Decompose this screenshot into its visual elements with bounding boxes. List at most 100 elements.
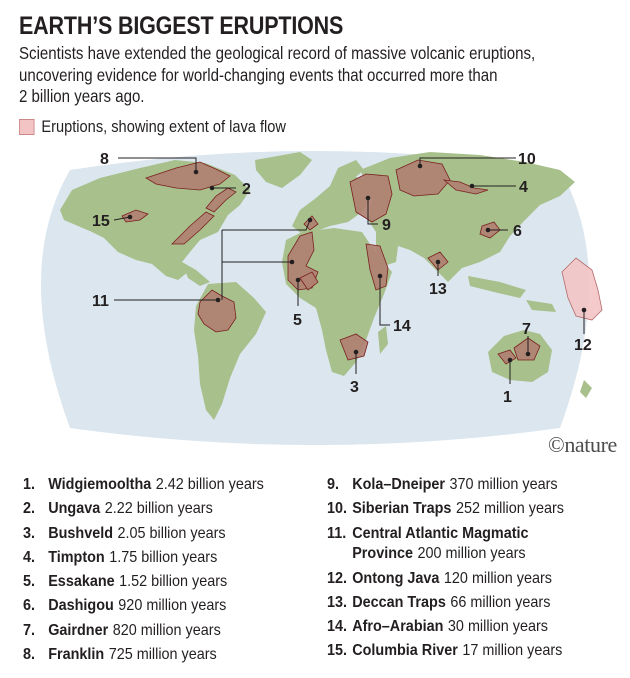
item-text: Central Atlantic Magmatic Province 200 mi… — [352, 524, 528, 564]
list-item: 11. Central Atlantic Magmatic Province 20… — [327, 524, 564, 564]
item-number: 9. — [327, 476, 340, 493]
list-item: 12. Ontong Java 120 million years — [327, 567, 564, 591]
item-age: 920 million years — [118, 597, 227, 615]
subtitle-line: Scientists have extended the geological … — [19, 43, 536, 63]
map-label-11: 11 — [92, 293, 109, 310]
list-item: 8. Franklin 725 million years — [23, 643, 264, 667]
africa — [282, 228, 392, 376]
item-number: 14. — [327, 618, 348, 636]
eruption-timpton — [442, 179, 489, 195]
item-name: Gairdner — [48, 621, 109, 639]
page-title: EARTH’S BIGGEST ERUPTIONS — [19, 12, 344, 40]
world-map: 1 2 3 4 5 6 7 8 9 10 11 12 13 14 15 — [41, 151, 603, 445]
subtitle-line: 2 billion years ago. — [19, 86, 145, 106]
item-name: Kola–Dneiper — [352, 476, 446, 493]
item-age: 1.52 billion years — [119, 573, 228, 591]
eruption-kola-dneiper — [349, 173, 393, 223]
item-name: Ungava — [48, 500, 101, 518]
item-number: 12. — [327, 569, 348, 587]
map-labels: 1 2 3 4 5 6 7 8 9 10 11 12 13 14 15 — [92, 151, 592, 406]
item-name: Ontong Java — [352, 569, 440, 587]
north-america — [60, 160, 250, 280]
list-item: 10. Siberian Traps 252 million years — [327, 497, 564, 521]
greenland — [255, 152, 312, 188]
item-name: Widgiemooltha — [48, 476, 152, 493]
eruption-afro-arabian — [365, 243, 389, 291]
item-name-cont: Province — [352, 544, 414, 562]
map-label-5: 5 — [293, 312, 302, 329]
map-legend: Eruptions, showing extent of lava flow — [19, 117, 286, 137]
item-name: Bushveld — [48, 524, 114, 542]
nature-credit: ©nature — [548, 432, 617, 457]
list-item: 6. Dashigou 920 million years — [23, 594, 264, 618]
item-name: Deccan Traps — [352, 593, 446, 611]
item-age: 66 million years — [450, 593, 551, 611]
list-item: 4. Timpton 1.75 billion years — [23, 546, 264, 570]
item-age: 1.75 billion years — [109, 548, 218, 566]
item-age: 2.05 billion years — [117, 524, 226, 542]
item-age: 2.42 billion years — [155, 476, 264, 493]
eruption-bushveld — [339, 333, 369, 361]
eruption-ungava — [205, 187, 237, 213]
scandinavia — [330, 160, 364, 192]
item-age: 17 million years — [462, 642, 563, 660]
item-age: 200 million years — [417, 544, 526, 562]
item-number: 6. — [23, 597, 36, 615]
map-label-12: 12 — [574, 337, 592, 354]
map-label-14: 14 — [393, 318, 411, 335]
map-label-13: 13 — [429, 281, 447, 298]
new-zealand — [580, 380, 592, 398]
map-label-3: 3 — [350, 379, 359, 396]
item-number: 2. — [23, 500, 36, 518]
item-age: 820 million years — [112, 621, 221, 639]
lava-flows — [121, 159, 603, 365]
list-item: 1. Widgiemooltha 2.42 billion years — [23, 473, 264, 497]
item-name: Central Atlantic Magmatic — [352, 524, 529, 542]
item-name: Timpton — [48, 548, 105, 566]
map-label-15: 15 — [92, 213, 110, 230]
item-age: 252 million years — [455, 500, 564, 518]
item-number: 5. — [23, 573, 36, 591]
map-label-1: 1 — [503, 389, 512, 406]
list-item: 3. Bushveld 2.05 billion years — [23, 522, 264, 546]
eruption-columbia-river — [121, 209, 149, 223]
item-number: 8. — [23, 646, 36, 664]
item-age: 120 million years — [443, 569, 552, 587]
map-label-7: 7 — [522, 321, 531, 338]
eruption-gairdner — [513, 337, 541, 361]
eruption-ontong-java — [561, 257, 603, 321]
central-america — [182, 262, 210, 286]
item-name: Franklin — [48, 646, 105, 664]
item-age: 370 million years — [449, 476, 558, 493]
list-item: 14. Afro–Arabian 30 million years — [327, 615, 564, 639]
subtitle-line: uncovering evidence for world-changing e… — [19, 64, 498, 85]
legend-label: Eruptions, showing extent of lava flow — [41, 117, 286, 136]
item-name: Essakane — [48, 573, 115, 591]
list-item: 9. Kola–Dneiper 370 million years — [327, 473, 564, 497]
legend-swatch — [19, 119, 35, 135]
item-number: 3. — [23, 524, 36, 542]
eruption-camp-north-america — [171, 211, 215, 245]
item-number: 10. — [327, 500, 348, 518]
leader-lines — [113, 157, 585, 384]
new-guinea — [526, 300, 556, 312]
eruption-siberian-traps — [395, 159, 451, 197]
list-item: 15. Columbia River 17 million years — [327, 639, 564, 663]
item-name: Siberian Traps — [352, 500, 452, 518]
eruption-franklin — [145, 161, 231, 191]
event-list-left: 1. Widgiemooltha 2.42 billion years 2. Unga… — [23, 473, 264, 667]
map-label-6: 6 — [513, 223, 522, 240]
japan — [514, 202, 526, 226]
item-name: Afro–Arabian — [352, 618, 444, 636]
item-number: 1. — [23, 476, 36, 493]
map-label-8: 8 — [100, 151, 109, 168]
location-dots — [127, 163, 587, 363]
item-age: 2.22 billion years — [104, 500, 213, 518]
map-label-4: 4 — [519, 179, 528, 196]
map-label-9: 9 — [382, 217, 391, 234]
page-subtitle: Scientists have extended the geological … — [19, 43, 621, 108]
list-item: 2. Ungava 2.22 billion years — [23, 497, 264, 521]
item-name: Columbia River — [352, 642, 458, 660]
map-label-2: 2 — [242, 181, 251, 198]
list-item: 5. Essakane 1.52 billion years — [23, 570, 264, 594]
